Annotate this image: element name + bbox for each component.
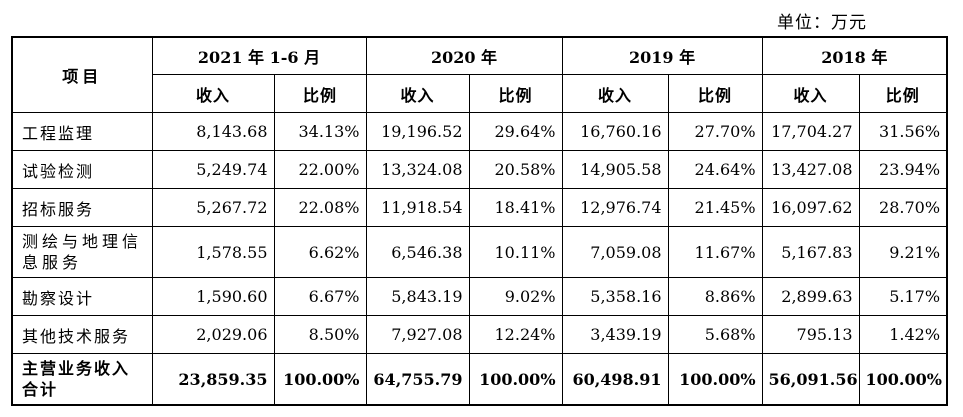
total-revenue: 23,859.35 xyxy=(151,353,275,406)
total-ratio: 100.00% xyxy=(468,353,563,406)
header-revenue: 收入 xyxy=(761,74,860,113)
cell-ratio: 21.45% xyxy=(667,188,763,227)
cell-revenue: 7,927.08 xyxy=(365,315,470,354)
cell-ratio: 28.70% xyxy=(858,188,948,227)
cell-revenue: 5,843.19 xyxy=(365,277,470,316)
cell-ratio: 10.11% xyxy=(468,226,563,278)
cell-ratio: 34.13% xyxy=(273,112,367,151)
cell-ratio: 27.70% xyxy=(667,112,763,151)
cell-revenue: 2,899.63 xyxy=(761,277,860,316)
header-item: 项目 xyxy=(11,36,153,113)
header-period: 2018 年 xyxy=(761,36,948,75)
cell-revenue: 5,167.83 xyxy=(761,226,860,278)
row-item: 测绘与地理信息服务 xyxy=(11,226,153,278)
cell-ratio: 5.17% xyxy=(858,277,948,316)
total-revenue: 60,498.91 xyxy=(561,353,669,406)
header-revenue: 收入 xyxy=(151,74,275,113)
cell-ratio: 8.86% xyxy=(667,277,763,316)
cell-revenue: 13,427.08 xyxy=(761,150,860,189)
cell-ratio: 1.42% xyxy=(858,315,948,354)
cell-ratio: 18.41% xyxy=(468,188,563,227)
cell-ratio: 9.21% xyxy=(858,226,948,278)
cell-revenue: 12,976.74 xyxy=(561,188,669,227)
cell-revenue: 6,546.38 xyxy=(365,226,470,278)
cell-ratio: 24.64% xyxy=(667,150,763,189)
cell-revenue: 8,143.68 xyxy=(151,112,275,151)
cell-revenue: 16,760.16 xyxy=(561,112,669,151)
header-revenue: 收入 xyxy=(365,74,470,113)
total-label: 主营业务收入合计 xyxy=(11,353,153,406)
total-row: 主营业务收入合计 23,859.35 100.00% 64,755.79 100… xyxy=(11,353,948,406)
revenue-table: 项目 2021 年 1-6 月 2020 年 2019 年 2018 年 收入 … xyxy=(11,36,949,406)
row-item: 其他技术服务 xyxy=(11,315,153,354)
cell-ratio: 20.58% xyxy=(468,150,563,189)
table-row: 测绘与地理信息服务 1,578.55 6.62% 6,546.38 10.11%… xyxy=(11,226,948,278)
cell-revenue: 5,267.72 xyxy=(151,188,275,227)
header-ratio: 比例 xyxy=(858,74,948,113)
cell-revenue: 17,704.27 xyxy=(761,112,860,151)
cell-ratio: 23.94% xyxy=(858,150,948,189)
cell-ratio: 8.50% xyxy=(273,315,367,354)
cell-revenue: 19,196.52 xyxy=(365,112,470,151)
total-ratio: 100.00% xyxy=(667,353,763,406)
cell-revenue: 7,059.08 xyxy=(561,226,669,278)
cell-ratio: 22.00% xyxy=(273,150,367,189)
cell-revenue: 1,590.60 xyxy=(151,277,275,316)
cell-ratio: 12.24% xyxy=(468,315,563,354)
header-period: 2021 年 1-6 月 xyxy=(151,36,367,75)
header-period: 2019 年 xyxy=(561,36,763,75)
header-ratio: 比例 xyxy=(468,74,563,113)
cell-revenue: 5,249.74 xyxy=(151,150,275,189)
row-item: 工程监理 xyxy=(11,112,153,151)
table-row: 其他技术服务 2,029.06 8.50% 7,927.08 12.24% 3,… xyxy=(11,315,948,354)
cell-ratio: 29.64% xyxy=(468,112,563,151)
row-item: 勘察设计 xyxy=(11,277,153,316)
cell-revenue: 3,439.19 xyxy=(561,315,669,354)
total-ratio: 100.00% xyxy=(273,353,367,406)
table-row: 勘察设计 1,590.60 6.67% 5,843.19 9.02% 5,358… xyxy=(11,277,948,316)
header-ratio: 比例 xyxy=(667,74,763,113)
cell-ratio: 31.56% xyxy=(858,112,948,151)
unit-label: 单位：万元 xyxy=(777,13,867,33)
header-period: 2020 年 xyxy=(365,36,563,75)
header-ratio: 比例 xyxy=(273,74,367,113)
cell-ratio: 6.67% xyxy=(273,277,367,316)
cell-revenue: 14,905.58 xyxy=(561,150,669,189)
cell-ratio: 11.67% xyxy=(667,226,763,278)
cell-revenue: 5,358.16 xyxy=(561,277,669,316)
header-revenue: 收入 xyxy=(561,74,669,113)
row-item: 招标服务 xyxy=(11,188,153,227)
total-revenue: 56,091.56 xyxy=(761,353,860,406)
cell-ratio: 9.02% xyxy=(468,277,563,316)
cell-ratio: 6.62% xyxy=(273,226,367,278)
total-ratio: 100.00% xyxy=(858,353,948,406)
cell-revenue: 16,097.62 xyxy=(761,188,860,227)
cell-ratio: 22.08% xyxy=(273,188,367,227)
cell-revenue: 13,324.08 xyxy=(365,150,470,189)
cell-revenue: 2,029.06 xyxy=(151,315,275,354)
cell-ratio: 5.68% xyxy=(667,315,763,354)
cell-revenue: 795.13 xyxy=(761,315,860,354)
table-row: 工程监理 8,143.68 34.13% 19,196.52 29.64% 16… xyxy=(11,112,948,151)
table-row: 试验检测 5,249.74 22.00% 13,324.08 20.58% 14… xyxy=(11,150,948,189)
cell-revenue: 1,578.55 xyxy=(151,226,275,278)
cell-revenue: 11,918.54 xyxy=(365,188,470,227)
table-row: 招标服务 5,267.72 22.08% 11,918.54 18.41% 12… xyxy=(11,188,948,227)
row-item: 试验检测 xyxy=(11,150,153,189)
total-revenue: 64,755.79 xyxy=(365,353,470,406)
